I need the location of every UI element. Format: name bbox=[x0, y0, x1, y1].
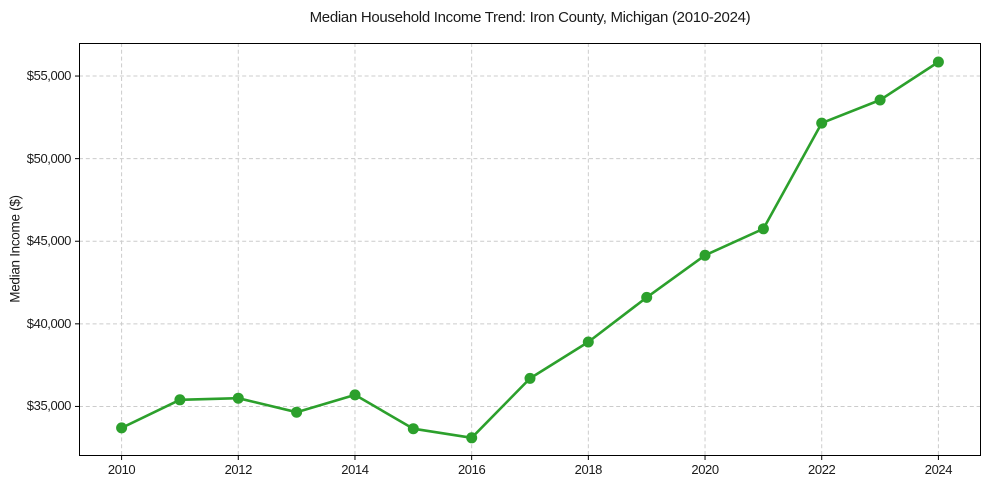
y-tick-label: $50,000 bbox=[26, 150, 72, 166]
x-tick-label: 2024 bbox=[924, 462, 953, 477]
x-tick-label: 2012 bbox=[224, 462, 253, 477]
data-point bbox=[349, 389, 361, 401]
x-tick-label: 2016 bbox=[457, 462, 486, 477]
x-tick-label: 2022 bbox=[808, 462, 836, 477]
data-point bbox=[582, 336, 594, 348]
data-point bbox=[757, 223, 769, 235]
chart-title: Median Household Income Trend: Iron Coun… bbox=[309, 9, 751, 26]
data-point bbox=[116, 422, 128, 434]
y-tick-label: $55,000 bbox=[26, 68, 72, 84]
data-point bbox=[407, 423, 419, 435]
plot-border bbox=[79, 43, 981, 456]
y-tick-label: $45,000 bbox=[26, 233, 72, 249]
x-tick-label: 2018 bbox=[574, 462, 603, 477]
data-point bbox=[932, 56, 944, 68]
x-tick-label: 2014 bbox=[341, 462, 369, 477]
x-tick-label: 2010 bbox=[107, 462, 136, 477]
y-tick-label: $40,000 bbox=[26, 315, 72, 331]
data-point bbox=[291, 406, 303, 418]
data-point bbox=[524, 372, 536, 384]
data-point bbox=[232, 392, 244, 404]
y-tick-label: $35,000 bbox=[26, 398, 72, 414]
x-tick-label: 2020 bbox=[691, 462, 719, 477]
data-point bbox=[699, 249, 711, 261]
data-point bbox=[466, 432, 478, 444]
data-point bbox=[874, 94, 886, 106]
data-point bbox=[174, 394, 186, 406]
data-point bbox=[641, 291, 653, 303]
data-point bbox=[816, 117, 828, 129]
